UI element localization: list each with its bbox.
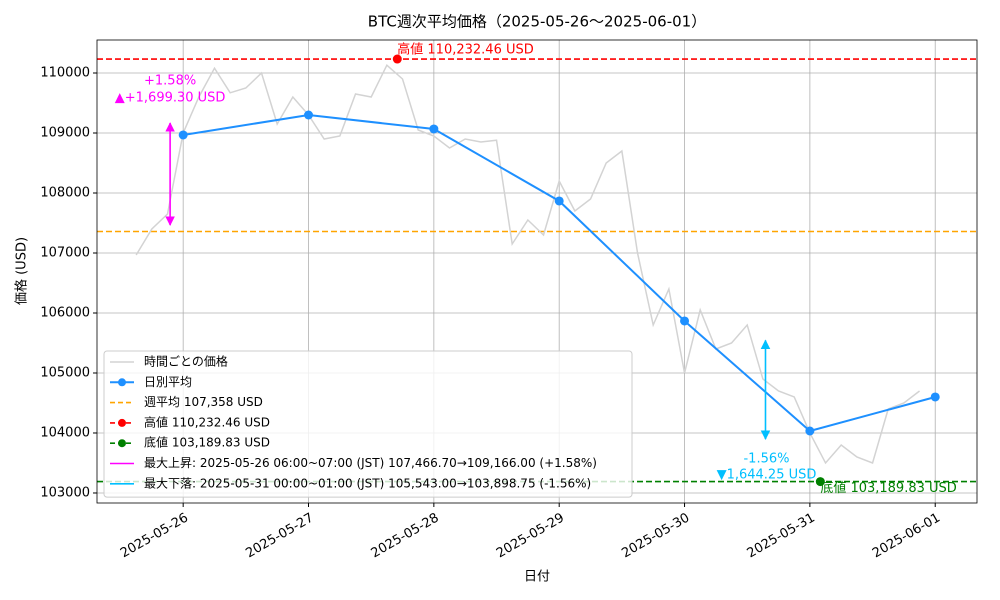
x-tick-label: 2025-05-31	[745, 511, 818, 562]
chart-title: BTC週次平均価格（2025-05-26～2025-06-01）	[368, 13, 706, 31]
legend-marker	[118, 378, 126, 387]
extreme-point	[815, 477, 825, 487]
plot-frame	[96, 39, 978, 504]
x-tick-label: 2025-05-29	[494, 511, 567, 562]
x-tick-label: 2025-05-26	[118, 511, 191, 562]
x-axis-label: 日付	[524, 570, 550, 585]
x-tick-label: 2025-06-01	[870, 511, 943, 562]
y-tick-label: 108000	[40, 185, 90, 200]
move-label: ▼1,644.25 USD	[717, 468, 817, 483]
extreme-point	[392, 54, 402, 64]
move-label: +1.58%	[144, 74, 196, 89]
extreme-label: 底値 103,189.83 USD	[820, 480, 956, 496]
x-tick-label: 2025-05-30	[619, 511, 692, 562]
legend-label: 週平均 107,358 USD	[144, 395, 263, 409]
move-label: ▲+1,699.30 USD	[115, 91, 226, 106]
y-tick-label: 104000	[40, 425, 90, 440]
legend-box	[103, 350, 633, 498]
y-axis-label: 価格 (USD)	[14, 237, 30, 305]
legend-label: 最大下落: 2025-05-31 00:00~01:00 (JST) 105,5…	[144, 476, 591, 490]
legend-marker	[118, 439, 126, 448]
data-point	[304, 110, 314, 120]
series-line	[135, 63, 921, 465]
move-label: -1.56%	[743, 452, 789, 467]
legend-label: 高値 110,232.46 USD	[144, 414, 270, 429]
legend-marker	[118, 418, 126, 427]
data-point	[930, 392, 940, 402]
legend-label: 最大上昇: 2025-05-26 06:00~07:00 (JST) 107,4…	[144, 456, 597, 470]
x-tick-label: 2025-05-28	[369, 511, 442, 562]
data-point	[178, 130, 188, 140]
extreme-label: 高値 110,232.46 USD	[397, 42, 533, 58]
x-tick-label: 2025-05-27	[243, 511, 316, 562]
legend-label: 底値 103,189.83 USD	[144, 435, 270, 450]
y-tick-label: 106000	[40, 305, 90, 320]
legend-label: 時間ごとの価格	[144, 354, 228, 369]
data-point	[554, 196, 564, 206]
legend-label: 日別平均	[144, 375, 192, 389]
y-tick-label: 109000	[40, 125, 90, 140]
y-tick-label: 110000	[40, 65, 90, 80]
y-tick-label: 103000	[40, 485, 90, 500]
data-point	[805, 426, 815, 436]
data-point	[680, 316, 690, 326]
data-point	[429, 124, 439, 134]
y-tick-label: 107000	[40, 245, 90, 260]
y-tick-label: 105000	[40, 365, 90, 380]
